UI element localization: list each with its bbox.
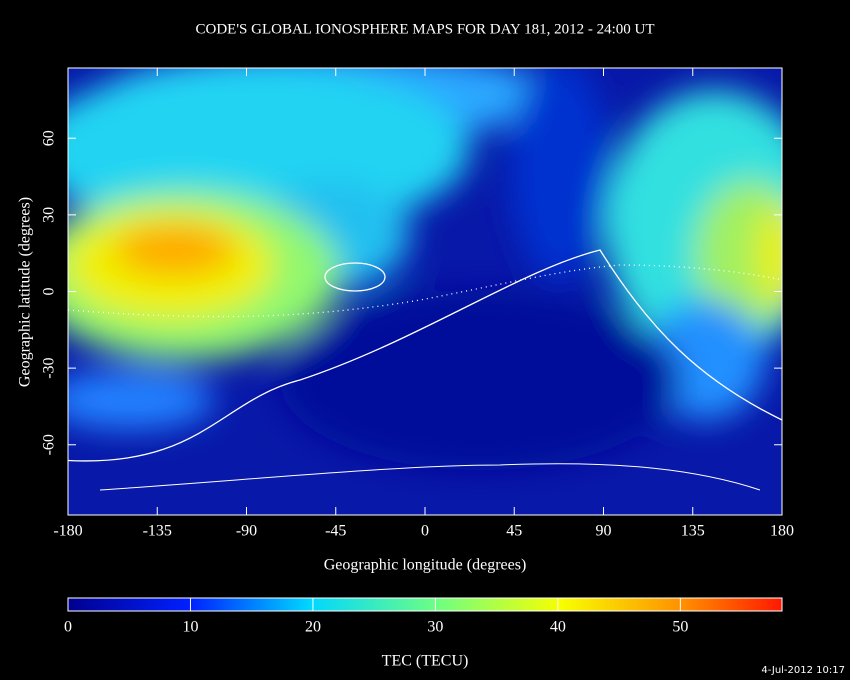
y-tick-label: -60 (41, 434, 58, 455)
x-tick-label: 135 (681, 523, 705, 540)
x-tick-label: -90 (236, 523, 257, 540)
colorbar-tick-label: 10 (182, 619, 198, 636)
colorbar-tick-label: 40 (550, 619, 566, 636)
colorbar-tick-label: 20 (305, 619, 321, 636)
x-tick-label: 180 (770, 523, 794, 540)
colorbar (67, 597, 783, 612)
x-axis-label: Geographic longitude (degrees) (324, 557, 527, 574)
y-tick-label: 30 (41, 207, 58, 223)
colorbar-tick-label: 50 (672, 619, 688, 636)
y-tick-label: 0 (41, 288, 58, 296)
x-tick-label: 0 (421, 523, 429, 540)
y-tick-label: -30 (41, 357, 58, 378)
y-tick-label: 60 (41, 130, 58, 146)
x-tick-label: 45 (506, 523, 522, 540)
x-tick-label: -180 (53, 523, 82, 540)
x-tick-label: -135 (143, 523, 172, 540)
timestamp: 4-Jul-2012 10:17 (761, 665, 845, 676)
tec-map (68, 68, 782, 515)
y-axis-label: Geographic latitude (degrees) (17, 197, 34, 387)
title: CODE'S GLOBAL IONOSPHERE MAPS FOR DAY 18… (196, 21, 655, 37)
x-tick-label: -45 (325, 523, 346, 540)
colorbar-tick-label: 0 (64, 619, 72, 636)
x-tick-label: 90 (596, 523, 612, 540)
colorbar-label: TEC (TECU) (382, 653, 469, 670)
colorbar-tick-label: 30 (427, 619, 443, 636)
